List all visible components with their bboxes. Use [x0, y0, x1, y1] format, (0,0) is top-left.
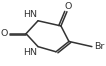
- Text: O: O: [1, 29, 8, 38]
- Text: HN: HN: [23, 10, 37, 19]
- Text: O: O: [64, 2, 72, 11]
- Text: Br: Br: [94, 42, 104, 51]
- Text: HN: HN: [23, 48, 37, 57]
